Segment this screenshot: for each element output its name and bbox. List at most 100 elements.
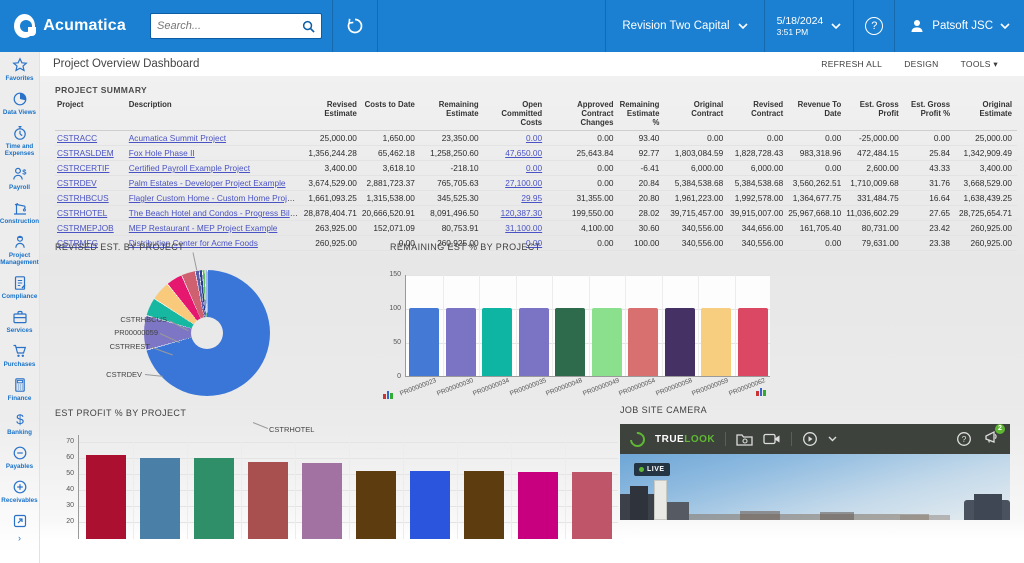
refresh-all-button[interactable]: REFRESH ALL	[821, 59, 882, 70]
video-camera-icon[interactable]	[763, 433, 781, 445]
bar-profit-5[interactable]	[302, 463, 342, 539]
column-header[interactable]: Approved Contract Changes	[547, 98, 618, 131]
column-header[interactable]: Description	[127, 98, 304, 131]
description-link[interactable]: Acumatica Summit Project	[129, 133, 226, 143]
column-header[interactable]: Open Committed Costs	[484, 98, 548, 131]
open-committed-costs-link[interactable]: 0.00	[526, 133, 542, 143]
bar-profit-10[interactable]	[572, 472, 612, 539]
bar-profit-2[interactable]	[140, 458, 180, 539]
open-committed-costs-link[interactable]: 47,650.00	[505, 148, 542, 158]
business-date-selector[interactable]: 5/18/2024 3:51 PM	[765, 0, 854, 52]
description-link[interactable]: Fox Hole Phase II	[129, 148, 195, 158]
bar-PR00000049[interactable]	[592, 308, 622, 376]
sidebar-item-payroll[interactable]: $Payroll	[0, 161, 39, 195]
bar-PR00000059[interactable]	[701, 308, 731, 376]
bar-PR00000023[interactable]	[409, 308, 439, 376]
sidebar-item-purchases[interactable]: Purchases	[0, 338, 39, 372]
bar-PR00000034[interactable]	[482, 308, 512, 376]
bar-profit-3[interactable]	[194, 458, 234, 539]
sidebar-item-label: Finance	[8, 395, 32, 402]
bar-profit-6[interactable]	[356, 471, 396, 539]
table-cell: 28,878,404.71	[304, 206, 362, 221]
open-committed-costs-link[interactable]: 29.95	[521, 193, 542, 203]
user-name: Patsoft JSC	[932, 20, 993, 32]
table-cell: 1,364,677.75	[788, 191, 846, 206]
recent-history-button[interactable]	[333, 0, 377, 52]
acumatica-dashboard: Acumatica Revision Two Capital 5/18/2024…	[0, 0, 1024, 563]
bar-PR00000062[interactable]	[738, 308, 768, 376]
bar-profit-7[interactable]	[410, 471, 450, 539]
app-logo[interactable]: Acumatica	[0, 0, 140, 52]
sidebar-item-more[interactable]	[0, 508, 39, 533]
project-link[interactable]: CSTRCERTIF	[57, 163, 109, 173]
column-header[interactable]: Est. Gross Profit	[846, 98, 903, 131]
bar-PR00000058[interactable]	[665, 308, 695, 376]
column-header[interactable]: Remaining Estimate %	[618, 98, 664, 131]
open-committed-costs-link[interactable]: 0.00	[526, 163, 542, 173]
table-cell: 1,710,009.68	[846, 176, 903, 191]
sidebar-item-payables[interactable]: Payables	[0, 440, 39, 474]
camera-live-view[interactable]: LIVE	[620, 454, 1010, 520]
sidebar-item-services[interactable]: Services	[0, 304, 39, 338]
sidebar-item-receivables[interactable]: Receivables	[0, 474, 39, 508]
sidebar-item-compliance[interactable]: Compliance	[0, 270, 39, 304]
column-header[interactable]: Est. Gross Profit %	[904, 98, 955, 131]
column-header[interactable]: Project	[55, 98, 127, 131]
bar-PR00000048[interactable]	[555, 308, 585, 376]
bar-profit-4[interactable]	[248, 462, 288, 539]
bar-PR00000030[interactable]	[446, 308, 476, 376]
sidebar-item-finance[interactable]: Finance	[0, 372, 39, 406]
table-cell: 92.77	[618, 146, 664, 161]
sidebar-item-data-views[interactable]: Data Views	[0, 86, 39, 120]
sidebar-item-project-management[interactable]: Project Management	[0, 229, 39, 270]
open-committed-costs-link[interactable]: 27,100.00	[505, 178, 542, 188]
play-timelapse-icon[interactable]	[802, 431, 818, 447]
project-link[interactable]: CSTRMEPJOB	[57, 223, 114, 233]
column-header[interactable]: Remaining Estimate	[420, 98, 484, 131]
chart-type-icon[interactable]	[756, 387, 767, 396]
column-header[interactable]: Revised Estimate	[304, 98, 362, 131]
sidebar-item-construction[interactable]: Construction	[0, 195, 39, 229]
sidebar-item-favorites[interactable]: Favorites	[0, 52, 39, 86]
chevron-down-icon[interactable]	[828, 436, 837, 442]
camera-help-icon[interactable]: ?	[956, 431, 972, 447]
open-committed-costs-link[interactable]: 31,100.00	[505, 223, 542, 233]
search-input[interactable]	[157, 20, 302, 32]
column-header[interactable]: Original Contract	[664, 98, 728, 131]
sidebar-item-time-and-expenses[interactable]: Time and Expenses	[0, 120, 39, 161]
description-link[interactable]: Flagler Custom Home - Custom Home Projec…	[129, 193, 304, 203]
project-link[interactable]: CSTRHOTEL	[57, 208, 107, 218]
snapshot-gallery-icon[interactable]	[736, 432, 753, 446]
column-header[interactable]: Revenue To Date	[788, 98, 846, 131]
user-menu[interactable]: Patsoft JSC	[895, 0, 1024, 52]
remaining-est-bar-chart[interactable]	[405, 275, 770, 377]
est-profit-bar-chart[interactable]	[78, 435, 618, 539]
bar-profit-9[interactable]	[518, 472, 558, 539]
sidebar-expand-chevron[interactable]: ›	[0, 533, 39, 543]
table-cell: 0.00	[904, 131, 955, 146]
tools-menu-button[interactable]: TOOLS ▾	[961, 59, 998, 70]
description-link[interactable]: Palm Estates - Developer Project Example	[129, 178, 286, 188]
column-header[interactable]: Original Estimate	[955, 98, 1017, 131]
project-link[interactable]: CSTRACC	[57, 133, 97, 143]
column-header[interactable]: Revised Contract	[728, 98, 788, 131]
bar-PR00000054[interactable]	[628, 308, 658, 376]
project-link[interactable]: CSTRASLDEM	[57, 148, 114, 158]
bar-profit-8[interactable]	[464, 471, 504, 539]
search-icon[interactable]	[302, 20, 315, 33]
project-link[interactable]: CSTRHBCUS	[57, 193, 109, 203]
help-button[interactable]: ?	[854, 0, 894, 52]
open-committed-costs-link[interactable]: 120,387.30	[501, 208, 543, 218]
description-link[interactable]: Certified Payroll Example Project	[129, 163, 250, 173]
column-header[interactable]: Costs to Date	[362, 98, 420, 131]
design-button[interactable]: DESIGN	[904, 59, 938, 70]
description-link[interactable]: MEP Restaurant - MEP Project Example	[129, 223, 278, 233]
description-link[interactable]: The Beach Hotel and Condos - Progress Bi…	[129, 208, 304, 218]
project-link[interactable]: CSTRDEV	[57, 178, 97, 188]
bar-profit-1[interactable]	[86, 455, 126, 539]
sidebar-item-label: Receivables	[1, 497, 37, 504]
bar-PR00000035[interactable]	[519, 308, 549, 376]
sidebar-item-banking[interactable]: $Banking	[0, 406, 39, 440]
table-cell: 263,925.00	[304, 221, 362, 236]
company-selector[interactable]: Revision Two Capital	[606, 0, 763, 52]
